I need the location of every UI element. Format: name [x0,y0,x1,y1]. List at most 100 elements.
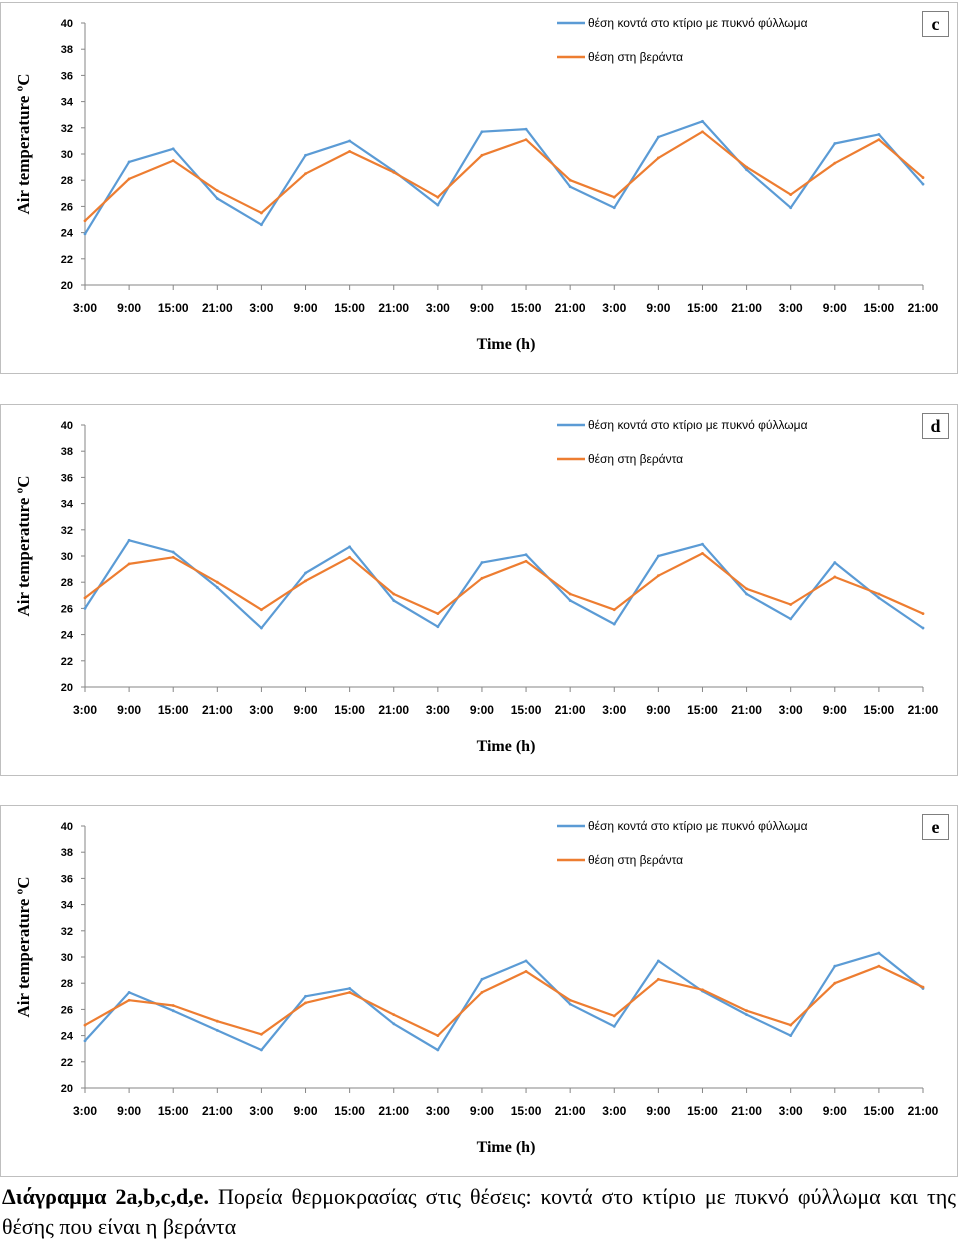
figure-caption: Διάγραμμα 2a,b,c,d,e. Πορεία θερμοκρασία… [2,1182,956,1242]
data-point [789,1023,793,1027]
y-axis-label: Air temperature ºC [14,74,33,215]
data-point [260,223,263,227]
x-tick-label: 3:00 [73,1104,97,1118]
data-point [921,612,925,616]
data-point [524,127,528,131]
data-point [656,977,660,981]
data-point [348,149,352,153]
legend-label-veranda: θέση στη βεράντα [588,452,683,466]
series-line-veranda [84,130,924,222]
data-point [524,959,528,963]
series-line-near-building [84,120,924,235]
data-point [260,626,263,630]
data-point [83,232,87,236]
data-point [171,1004,175,1007]
x-tick-label: 15:00 [687,703,718,717]
data-point [83,219,87,223]
data-point [348,990,352,994]
data-point [745,165,748,169]
legend-label-veranda: θέση στη βεράντα [588,50,683,64]
y-tick-label: 38 [61,44,73,56]
data-point [215,586,219,589]
x-tick-label: 9:00 [117,301,141,315]
y-tick-label: 34 [61,499,74,511]
x-tick-label: 21:00 [731,1104,762,1118]
x-tick-label: 3:00 [249,301,273,315]
data-point [348,545,352,549]
x-axis-label: Time (h) [477,738,536,755]
x-tick-label: 3:00 [249,1104,273,1118]
x-tick-label: 15:00 [687,1104,718,1118]
y-tick-label: 38 [61,446,73,458]
chart-svg-e: Air temperature ºC 20 22 24 26 28 30 32 34 36 38 40… [14,819,939,1156]
data-point [480,977,484,981]
x-tick-label: 3:00 [73,703,97,717]
data-point [436,203,440,207]
legend-label-near-building: θέση κοντά στο κτίριο με πυκνό φύλλωμα [588,16,808,30]
x-tick-label: 21:00 [378,301,409,315]
x-tick-label: 15:00 [511,1104,542,1118]
x-tick-label: 15:00 [158,703,189,717]
x-tick-label: 21:00 [908,301,939,315]
series-line-veranda [84,552,924,615]
y-tick-label: 40 [61,18,73,30]
x-tick-label: 9:00 [646,703,670,717]
data-point [921,182,925,186]
x-tick-label: 3:00 [602,703,626,717]
chart-panel-e: Air temperature ºC 20 22 24 26 28 30 32 34 36 38 40… [0,805,958,1177]
x-tick-label: 21:00 [202,703,233,717]
x-tick-label: 3:00 [426,301,450,315]
y-tick-label: 30 [61,551,73,563]
x-tick-label: 15:00 [158,1104,189,1118]
data-point [568,998,572,1002]
chart-svg-d: Air temperature ºC 20 22 24 26 28 30 32 34 36 38 40… [14,418,939,755]
data-point [745,1013,748,1017]
x-tick-label: 9:00 [294,301,318,315]
y-tick-label: 20 [61,280,73,292]
x-tick-label: 3:00 [779,703,803,717]
data-point [612,206,616,210]
data-point [127,538,131,542]
x-tick-label: 9:00 [470,1104,494,1118]
x-tick-label: 21:00 [555,703,586,717]
data-point [701,551,704,555]
data-point [877,596,881,600]
x-tick-label: 3:00 [779,301,803,315]
data-point [480,576,484,580]
x-tick-label: 9:00 [470,301,494,315]
data-point [215,1019,219,1023]
data-point [612,195,616,199]
x-tick-label: 21:00 [555,301,586,315]
y-tick-label: 26 [61,603,73,615]
data-point [260,608,263,612]
y-tick-label: 20 [61,682,73,694]
x-tick-label: 21:00 [908,703,939,717]
data-point [745,168,748,172]
data-point [612,622,616,626]
data-point [833,561,837,564]
x-tick-label: 9:00 [470,703,494,717]
data-point [745,592,748,596]
data-point [568,599,572,602]
data-point [436,625,440,629]
y-tick-label: 34 [61,900,74,912]
data-point [215,189,219,193]
x-tick-label: 15:00 [864,1104,895,1118]
x-tick-label: 9:00 [117,1104,141,1118]
data-point [215,580,219,584]
x-tick-label: 15:00 [511,703,542,717]
data-point [701,119,704,123]
data-point [568,178,572,182]
y-tick-label: 26 [61,201,73,213]
data-point [304,172,307,176]
data-point [304,1001,307,1005]
legend-label-veranda: θέση στη βεράντα [588,853,683,867]
data-point [877,964,881,968]
panel-tag-c: c [922,11,949,37]
panel-tag-e: e [922,814,949,840]
caption-label: Διάγραμμα 2a,b,c,d,e. [2,1184,209,1209]
data-point [83,607,87,610]
y-tick-label: 28 [61,577,73,589]
x-tick-label: 3:00 [602,1104,626,1118]
data-point [348,987,352,990]
